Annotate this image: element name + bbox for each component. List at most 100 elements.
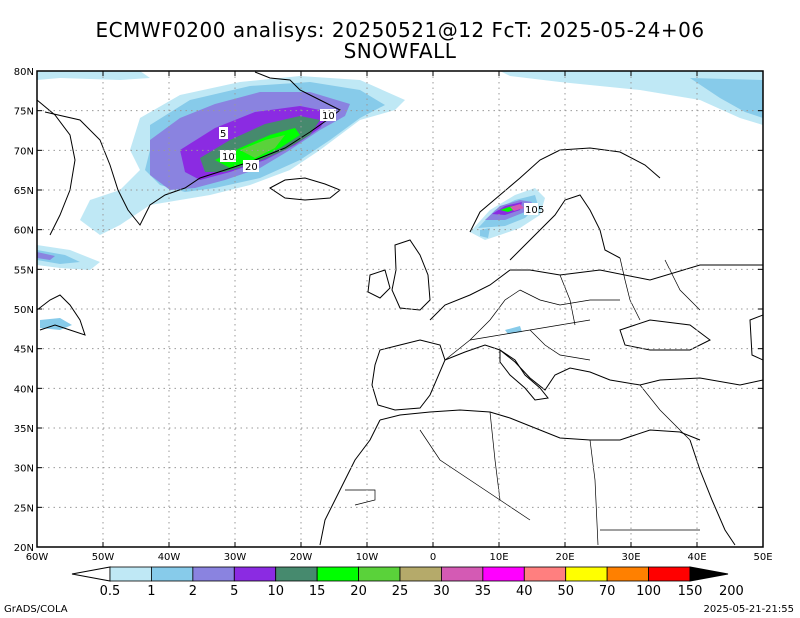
iceland-coast bbox=[269, 177, 341, 201]
colorbar-box bbox=[399, 566, 442, 582]
lat-tick-label: 35N bbox=[14, 424, 34, 435]
colorbar-label: 100 bbox=[636, 584, 661, 599]
left-edge-purple-shading bbox=[37, 252, 55, 260]
contour-label: 5 bbox=[538, 205, 544, 216]
norway-coast bbox=[469, 147, 661, 233]
iberia-coast bbox=[371, 339, 446, 411]
colorbar-label: 50 bbox=[557, 584, 574, 599]
colorbar-high-triangle bbox=[690, 567, 728, 581]
colorbar-label: 0.5 bbox=[100, 584, 121, 599]
lon-tick-label: 60W bbox=[26, 552, 49, 563]
lat-tick-label: 80N bbox=[14, 67, 34, 78]
colorbar-box bbox=[316, 566, 359, 582]
lat-tick-label: 40N bbox=[14, 384, 34, 395]
colorbar-box bbox=[151, 566, 194, 582]
sweden-finland-coast bbox=[509, 194, 621, 261]
colorbar-box bbox=[192, 566, 235, 582]
lon-tick-label: 10W bbox=[356, 552, 379, 563]
africa-west-coast bbox=[319, 419, 381, 546]
colorbar-label: 70 bbox=[599, 584, 616, 599]
border-3 bbox=[519, 289, 620, 306]
colorbar-box bbox=[648, 566, 691, 582]
africa-north-coast bbox=[379, 409, 701, 441]
lon-tick-label: 50W bbox=[92, 552, 115, 563]
country-borders bbox=[345, 257, 701, 546]
lon-tick-label: 20E bbox=[555, 552, 574, 563]
colorbar-box bbox=[109, 566, 152, 582]
lat-tick-label: 25N bbox=[14, 503, 34, 514]
colorbar-label: 35 bbox=[475, 584, 492, 599]
lat-tick-label: 55N bbox=[14, 265, 34, 276]
left-edge-mid-shading bbox=[37, 250, 80, 264]
border-1 bbox=[444, 289, 521, 361]
lon-tick-label: 40E bbox=[687, 552, 706, 563]
colorbar-box bbox=[482, 566, 525, 582]
colorbar-label: 40 bbox=[516, 584, 533, 599]
mediterranean-north-coast bbox=[444, 344, 764, 391]
software-credit: GrADS/COLA bbox=[4, 604, 68, 615]
lon-tick-label: 30W bbox=[224, 552, 247, 563]
contour-label: 10 bbox=[322, 111, 335, 122]
lat-tick-label: 45N bbox=[14, 345, 34, 356]
contour-label-bg bbox=[320, 109, 336, 121]
colorbar-box bbox=[606, 566, 649, 582]
contour-label-bg bbox=[219, 127, 228, 139]
border-10 bbox=[589, 439, 599, 546]
lat-tick-label: 70N bbox=[14, 146, 34, 157]
colorbar-low-triangle bbox=[71, 566, 111, 582]
colorbar-label: 5 bbox=[230, 584, 238, 599]
colorbar-label: 200 bbox=[719, 584, 744, 599]
border-13 bbox=[639, 384, 691, 441]
arctic-light-shading bbox=[37, 71, 150, 80]
scandinavia-magenta-shading bbox=[510, 204, 524, 211]
border-5 bbox=[559, 274, 576, 326]
colorbar-box bbox=[358, 566, 401, 582]
contour-labels: 10 5 10 20 10 5 bbox=[219, 109, 544, 216]
lon-tick-label: 0 bbox=[430, 552, 436, 563]
lon-tick-label: 40W bbox=[158, 552, 181, 563]
lat-tick-label: 30N bbox=[14, 464, 34, 475]
contour-label: 10 bbox=[525, 205, 538, 216]
baffin-coast bbox=[36, 99, 76, 236]
caspian-coast bbox=[749, 314, 764, 361]
lat-tick-label: 75N bbox=[14, 107, 34, 118]
colorbar-box bbox=[233, 566, 277, 582]
italy-coast bbox=[499, 349, 549, 401]
chart-title: ECMWF0200 analisys: 20250521@12 FcT: 202… bbox=[95, 18, 705, 42]
colorbar-box bbox=[565, 566, 608, 582]
latitude-labels: 80N 75N 70N 65N 60N 55N 50N 45N 40N 35N 30N 25N 20N bbox=[14, 67, 34, 554]
chart-subtitle: SNOWFALL bbox=[343, 39, 457, 63]
border-7 bbox=[664, 259, 701, 311]
scandinavia-south-shading bbox=[480, 228, 490, 238]
colorbar-label: 20 bbox=[350, 584, 367, 599]
black-sea-coast bbox=[619, 319, 711, 351]
map-frame bbox=[36, 70, 764, 548]
colorbar-label: 15 bbox=[309, 584, 326, 599]
border-11 bbox=[345, 489, 376, 506]
greenland-coast bbox=[44, 71, 341, 226]
lat-tick-label: 20N bbox=[14, 543, 34, 554]
colorbar: 0.5 1 2 5 10 15 20 25 30 35 40 50 70 100 150 200 bbox=[71, 566, 744, 599]
colorbar-box bbox=[275, 566, 318, 582]
colorbar-label: 150 bbox=[678, 584, 703, 599]
colorbar-label: 2 bbox=[189, 584, 197, 599]
timestamp: 2025-05-21-21:55 bbox=[703, 604, 794, 615]
colorbar-label: 1 bbox=[147, 584, 155, 599]
contour-label: 5 bbox=[220, 129, 226, 140]
lon-tick-label: 30E bbox=[621, 552, 640, 563]
lon-tick-label: 50E bbox=[753, 552, 772, 563]
lat-tick-label: 50N bbox=[14, 305, 34, 316]
colorbar-box bbox=[441, 566, 484, 582]
colorbar-label: 30 bbox=[433, 584, 450, 599]
arctic-light-shading-2 bbox=[500, 71, 763, 125]
border-9 bbox=[489, 411, 501, 501]
europe-west-coast bbox=[429, 264, 763, 321]
contour-label: 10 bbox=[222, 152, 235, 163]
labrador-coast bbox=[36, 294, 86, 336]
contour-label-bg bbox=[220, 150, 236, 162]
contour-label-bg bbox=[524, 203, 538, 215]
greenland-lime-shading bbox=[240, 135, 285, 158]
arctic-mid-shading bbox=[690, 78, 763, 118]
lat-tick-label: 65N bbox=[14, 186, 34, 197]
